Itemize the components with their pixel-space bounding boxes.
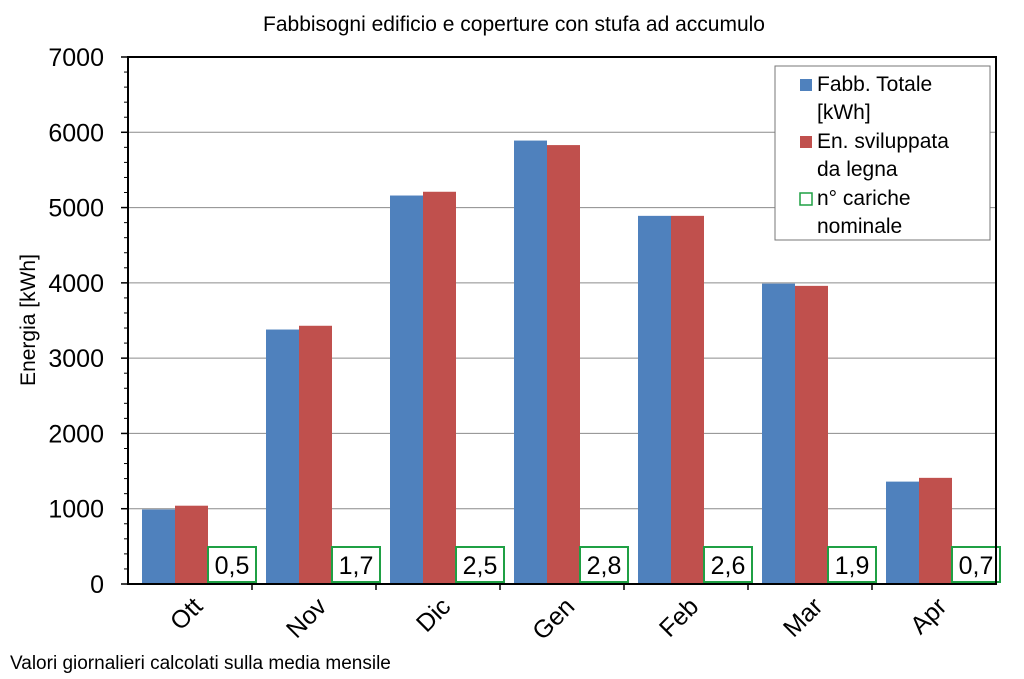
y-tick-label: 3000 <box>48 345 104 373</box>
y-tick-label: 7000 <box>48 44 104 72</box>
bar-fabb-totale-apr <box>886 481 919 584</box>
x-tick-label: Apr <box>905 592 952 639</box>
x-axis-ticks: Ott Nov Dic Gen Feb Mar Apr <box>165 584 952 646</box>
cariche-box <box>579 546 629 583</box>
bar-fabb-totale-feb <box>638 215 671 585</box>
legend-box <box>774 65 991 241</box>
x-tick-label: Feb <box>654 592 704 642</box>
cariche-label: 0,7 <box>959 552 994 580</box>
y-tick-label: 2000 <box>48 420 104 448</box>
x-tick-label: Dic <box>411 592 456 637</box>
x-tick-label: Nov <box>281 592 333 644</box>
x-tick-label: Mar <box>778 592 828 642</box>
cariche-label: 1,9 <box>835 552 870 580</box>
y-tick-label: 4000 <box>48 270 104 298</box>
legend-fabb-totale-line1: Fabb. Totale <box>817 73 932 96</box>
x-tick-label: Ott <box>165 592 208 635</box>
cariche-label: 2,5 <box>463 552 498 580</box>
cariche-box <box>951 546 1001 583</box>
footer-note: Valori giornalieri calcolati sulla media… <box>10 653 391 674</box>
cariche-box <box>455 546 505 583</box>
y-tick-label: 1000 <box>48 496 104 524</box>
legend-fabb-totale-line2: [kWh] <box>817 101 871 124</box>
cariche-labels: 0,5 1,7 2,5 2,8 2,6 1,9 0,7 <box>207 546 1001 583</box>
bar-fabb-totale-dic <box>390 195 423 585</box>
legend-fabb-totale-swatch <box>800 79 812 91</box>
legend: Fabb. Totale [kWh] En. sviluppata da legna n… <box>774 65 991 241</box>
chart-title: Fabbisogni edificio e coperture con stuf… <box>263 13 765 36</box>
x-tick-label: Gen <box>527 592 580 645</box>
legend-en-sviluppata-swatch <box>800 136 812 148</box>
bar-en-sviluppata-gen <box>547 145 580 584</box>
bars <box>142 140 952 585</box>
bar-en-sviluppata-ott <box>175 505 208 584</box>
bar-fabb-totale-gen <box>514 140 547 584</box>
legend-cariche-swatch <box>799 192 813 206</box>
cariche-box <box>331 546 381 583</box>
y-tick-label: 6000 <box>48 119 104 147</box>
bar-en-sviluppata-apr <box>919 477 952 584</box>
cariche-label: 1,7 <box>339 552 374 580</box>
cariche-box <box>703 546 753 583</box>
cariche-label: 2,6 <box>711 552 746 580</box>
y-tick-label: 5000 <box>48 195 104 223</box>
legend-en-sviluppata-line1: En. sviluppata <box>817 130 949 153</box>
y-axis-ticks: 0 1000 2000 3000 4000 5000 6000 7000 <box>48 44 128 599</box>
bar-en-sviluppata-feb <box>671 215 704 585</box>
bar-fabb-totale-nov <box>266 329 299 584</box>
cariche-label: 2,8 <box>587 552 622 580</box>
y-tick-label: 0 <box>90 571 104 599</box>
bar-en-sviluppata-dic <box>423 191 456 585</box>
cariche-box <box>207 546 257 583</box>
bar-fabb-totale-ott <box>142 509 175 584</box>
plot-area-frame <box>127 56 997 585</box>
legend-cariche-line2: nominale <box>817 215 902 238</box>
legend-en-sviluppata-line2: da legna <box>817 158 898 181</box>
bar-en-sviluppata-nov <box>299 325 332 584</box>
y-axis-label: Energia [kWh] <box>17 254 40 386</box>
legend-cariche-line1: n° cariche <box>817 187 911 210</box>
cariche-label: 0,5 <box>215 552 250 580</box>
bar-fabb-totale-mar <box>762 283 795 584</box>
cariche-box <box>827 546 877 583</box>
bar-en-sviluppata-mar <box>795 285 828 584</box>
